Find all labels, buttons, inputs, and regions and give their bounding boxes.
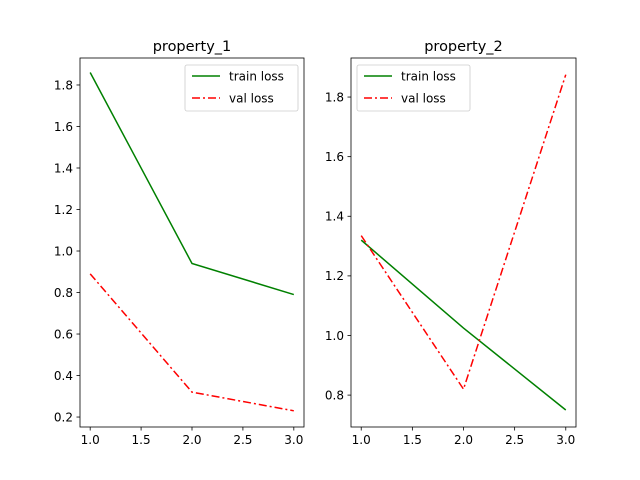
y-tick-label: 1.6 <box>325 150 344 164</box>
series-line-train-loss <box>89 72 295 296</box>
x-tick-label: 2.5 <box>233 433 252 447</box>
y-tick-label: 1.2 <box>325 269 344 283</box>
y-tick-label: 1.4 <box>54 161 73 175</box>
series-line-train-loss <box>360 239 567 411</box>
y-tick-label: 0.8 <box>54 286 73 300</box>
y-tick-label: 0.6 <box>54 327 73 341</box>
y-tick-label: 1.2 <box>54 203 73 217</box>
x-tick-label: 3.0 <box>284 433 303 447</box>
legend-label: train loss <box>401 69 456 83</box>
x-tick-label: 2.0 <box>182 433 201 447</box>
y-tick-label: 1.6 <box>54 120 73 134</box>
x-tick-label: 2.5 <box>505 433 524 447</box>
y-tick-label: 0.2 <box>54 410 73 424</box>
y-tick-label: 1.4 <box>325 210 344 224</box>
x-tick-label: 1.5 <box>403 433 422 447</box>
legend-label: train loss <box>229 69 284 83</box>
y-tick-label: 1.8 <box>325 90 344 104</box>
y-tick-label: 1.8 <box>54 78 73 92</box>
series-line-val-loss <box>360 74 567 391</box>
legend-label: val loss <box>401 91 446 105</box>
y-tick-label: 1.0 <box>54 244 73 258</box>
chart-title: property_1 <box>153 39 232 55</box>
x-tick-label: 3.0 <box>556 433 575 447</box>
y-tick-label: 0.8 <box>325 388 344 402</box>
y-tick-label: 1.0 <box>325 329 344 343</box>
legend: train loss val loss <box>356 64 471 112</box>
legend-label: val loss <box>229 91 274 105</box>
subplot-property-2: property_2 1.0 1.5 2.0 2.5 3.0 0.8 1.0 1.2 1.4 1.6… <box>325 39 577 447</box>
x-tick-label: 1.0 <box>352 433 371 447</box>
axes-frame <box>79 57 305 428</box>
x-tick-label: 1.5 <box>132 433 151 447</box>
chart-title: property_2 <box>424 39 503 55</box>
subplot-property-1: property_1 1.0 1.5 2.0 2.5 3.0 0.2 0.4 0.6 0.8 1.0… <box>54 39 305 447</box>
y-tick-label: 0.4 <box>54 369 73 383</box>
axes-frame <box>350 57 577 428</box>
x-tick-label: 1.0 <box>81 433 100 447</box>
x-tick-label: 2.0 <box>454 433 473 447</box>
series-line-val-loss <box>89 273 294 412</box>
legend: train loss val loss <box>184 64 299 112</box>
